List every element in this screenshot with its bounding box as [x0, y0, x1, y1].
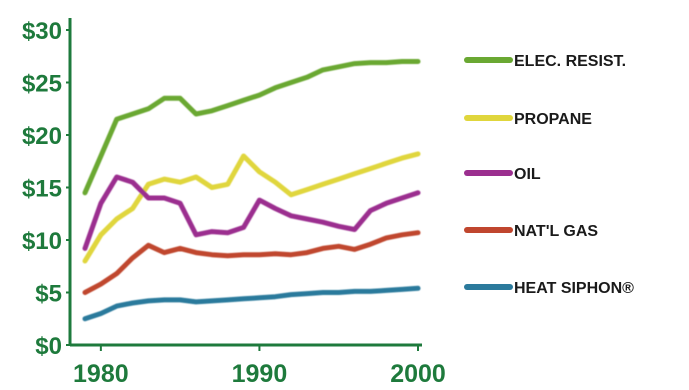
series-line-4 [82, 285, 421, 322]
y-tick-labels: $0 $5 $10 $15 $20 $25 $30 [22, 18, 70, 360]
x-tick-label: 1990 [232, 360, 288, 388]
legend-label: NAT'L GAS [514, 223, 598, 240]
legend-label: PROPANE [514, 111, 592, 128]
y-tick-label: $20 [22, 123, 62, 150]
legend: ELEC. RESIST. PROPANE OIL NAT'L GAS HEAT SIP… [464, 53, 634, 297]
y-tick-label: $0 [35, 333, 62, 360]
x-tick-labels: 1980 1990 2000 [73, 345, 446, 388]
y-tick-label: $5 [35, 281, 62, 308]
legend-label: HEAT SIPHON® [514, 280, 634, 297]
x-tick-label: 2000 [390, 360, 446, 388]
series-line-3 [82, 230, 421, 295]
axes [68, 18, 422, 347]
x-tick-label: 1980 [73, 360, 129, 388]
series-layer [82, 59, 421, 322]
series-line-2 [82, 174, 421, 251]
y-tick-label: $15 [22, 176, 62, 203]
y-tick-label: $25 [22, 71, 62, 98]
y-tick-label: $10 [22, 228, 62, 255]
legend-label: OIL [514, 166, 541, 183]
y-tick-label: $30 [22, 18, 62, 45]
series-line-0 [82, 59, 421, 196]
legend-label: ELEC. RESIST. [514, 53, 626, 70]
series-line-1 [82, 151, 421, 264]
